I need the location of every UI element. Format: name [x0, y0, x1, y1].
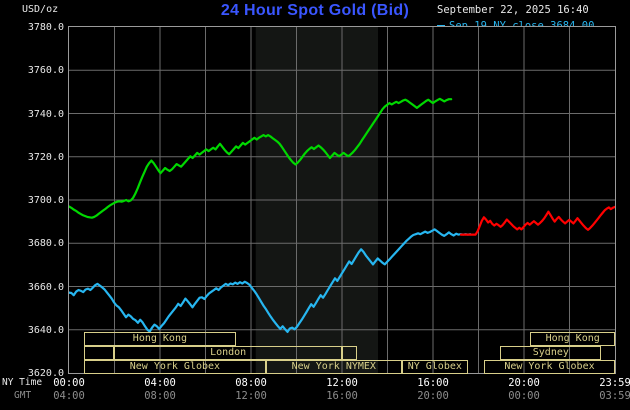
session-bar: New York Globex: [84, 360, 266, 374]
y-axis-tick-label: 3740.0: [27, 108, 64, 120]
x-axis-ny-tick-label: 16:00: [417, 377, 449, 389]
y-axis-tick-label: 3780.0: [27, 22, 64, 33]
y-axis-tick-label: 3700.0: [27, 195, 64, 206]
y-axis-tick-label: 3640.0: [27, 324, 64, 336]
legend-swatch-icon: [437, 24, 445, 27]
y-axis-tick-label: 3680.0: [27, 238, 64, 250]
price-line-sep21: [459, 205, 615, 236]
x-axis-row2-name: GMT: [14, 390, 32, 401]
x-axis-ny-tick-label: 23:59: [599, 377, 630, 389]
price-series-canvas: [69, 27, 615, 373]
session-bar: London: [114, 346, 342, 360]
x-axis: NY Time GMT 00:00 04:00 04:00 08:00 08:00 12:…: [0, 374, 630, 410]
x-axis-gmt-tick-label: 20:00: [417, 390, 449, 402]
y-axis-tick-label: 3660.0: [27, 281, 64, 293]
session-bar: Sydney: [500, 346, 602, 360]
quote-timestamp: September 22, 2025 16:40: [437, 4, 589, 16]
x-axis-gmt-tick-label: 08:00: [144, 390, 176, 402]
x-axis-ny-tick-label: 12:00: [326, 377, 358, 389]
y-axis-tick-label: 3720.0: [27, 151, 64, 163]
price-line-sep22: [69, 97, 453, 219]
session-bar: Hong Kong: [530, 332, 615, 346]
session-bar: NY Globex: [402, 360, 468, 374]
session-bar: Hong Kong: [84, 332, 236, 346]
y-axis-tick-label: 3620.0: [27, 368, 64, 379]
x-axis-ny-tick-label: 08:00: [235, 377, 267, 389]
x-axis-ny-tick-label: 00:00: [53, 377, 85, 389]
session-bar: New York Globex: [483, 360, 615, 374]
y-axis: 3780.0 3760.0 3740.0 3720.0 3700.0 3680.0 3660…: [0, 0, 64, 410]
session-bar-blank: [342, 346, 357, 360]
session-bar: New York NYMEX: [265, 360, 403, 374]
x-axis-ny-tick-label: 20:00: [508, 377, 540, 389]
x-axis-gmt-tick-label: 16:00: [326, 390, 358, 402]
price-line-sep19: [69, 228, 472, 333]
chart-title: 24 Hour Spot Gold (Bid): [220, 2, 410, 19]
x-axis-gmt-tick-label: 00:00: [508, 390, 540, 402]
x-axis-gmt-tick-label: 12:00: [235, 390, 267, 402]
x-axis-ny-tick-label: 04:00: [144, 377, 176, 389]
session-bar-blank: [84, 346, 115, 360]
x-axis-gmt-tick-label: 03:59: [599, 390, 630, 402]
plot-area: [68, 26, 616, 374]
y-axis-tick-label: 3760.0: [27, 65, 64, 77]
x-axis-row1-name: NY Time: [2, 377, 43, 388]
y-axis-unit-label: USD/oz: [22, 4, 59, 15]
x-axis-gmt-tick-label: 04:00: [53, 390, 85, 402]
